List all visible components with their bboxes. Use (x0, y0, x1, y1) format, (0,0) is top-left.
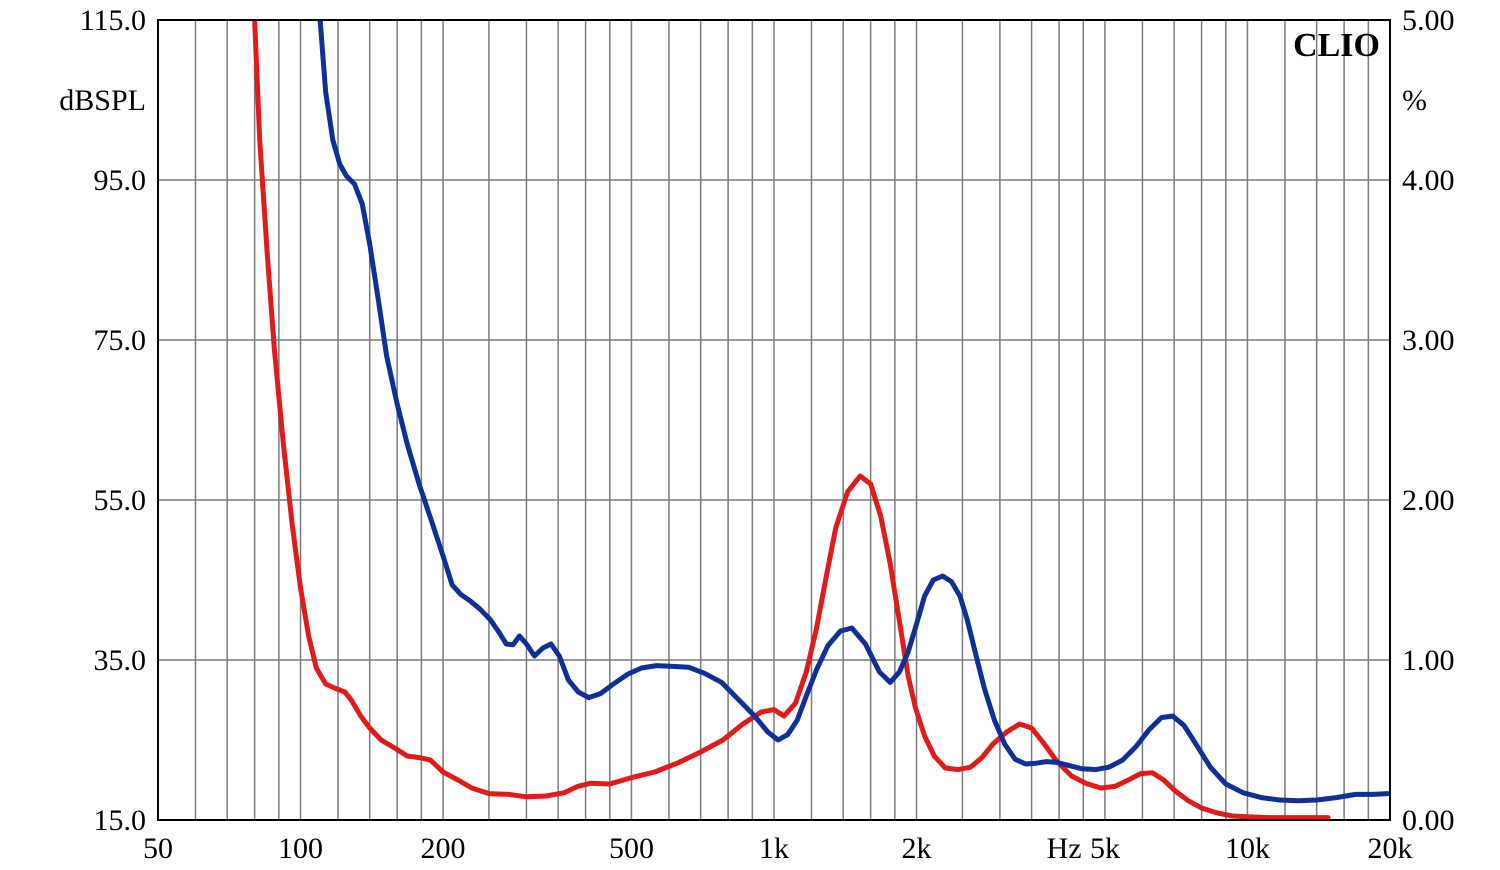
y-right-tick-label: 3.00 (1402, 324, 1455, 357)
x-tick-label: 500 (609, 832, 654, 865)
chart-container: 501002005001k2k5k10k20kHz15.035.055.075.… (0, 0, 1500, 870)
y-left-tick-label: 55.0 (94, 484, 147, 517)
x-tick-label: 200 (421, 832, 466, 865)
y-right-tick-label: 5.00 (1402, 4, 1455, 37)
x-tick-label: 50 (143, 832, 173, 865)
x-tick-label: 2k (902, 832, 932, 865)
x-tick-label: 1k (759, 832, 789, 865)
y-left-tick-label: 15.0 (94, 804, 147, 837)
y-right-tick-label: 4.00 (1402, 164, 1455, 197)
y-left-axis-label: dBSPL (59, 84, 146, 117)
y-left-tick-label: 35.0 (94, 644, 147, 677)
y-right-tick-label: 1.00 (1402, 644, 1455, 677)
x-tick-label: 10k (1225, 832, 1270, 865)
y-left-tick-label: 95.0 (94, 164, 147, 197)
frequency-response-chart: 501002005001k2k5k10k20kHz15.035.055.075.… (0, 0, 1500, 870)
x-axis-unit-label: Hz (1047, 832, 1082, 865)
y-right-tick-label: 2.00 (1402, 484, 1455, 517)
y-left-tick-label: 115.0 (80, 4, 146, 37)
x-tick-label: 5k (1090, 832, 1120, 865)
watermark-clio: CLIO (1293, 27, 1380, 64)
y-right-tick-label: 0.00 (1402, 804, 1455, 837)
y-right-axis-label: % (1402, 84, 1427, 117)
x-tick-label: 100 (278, 832, 323, 865)
y-left-tick-label: 75.0 (94, 324, 147, 357)
